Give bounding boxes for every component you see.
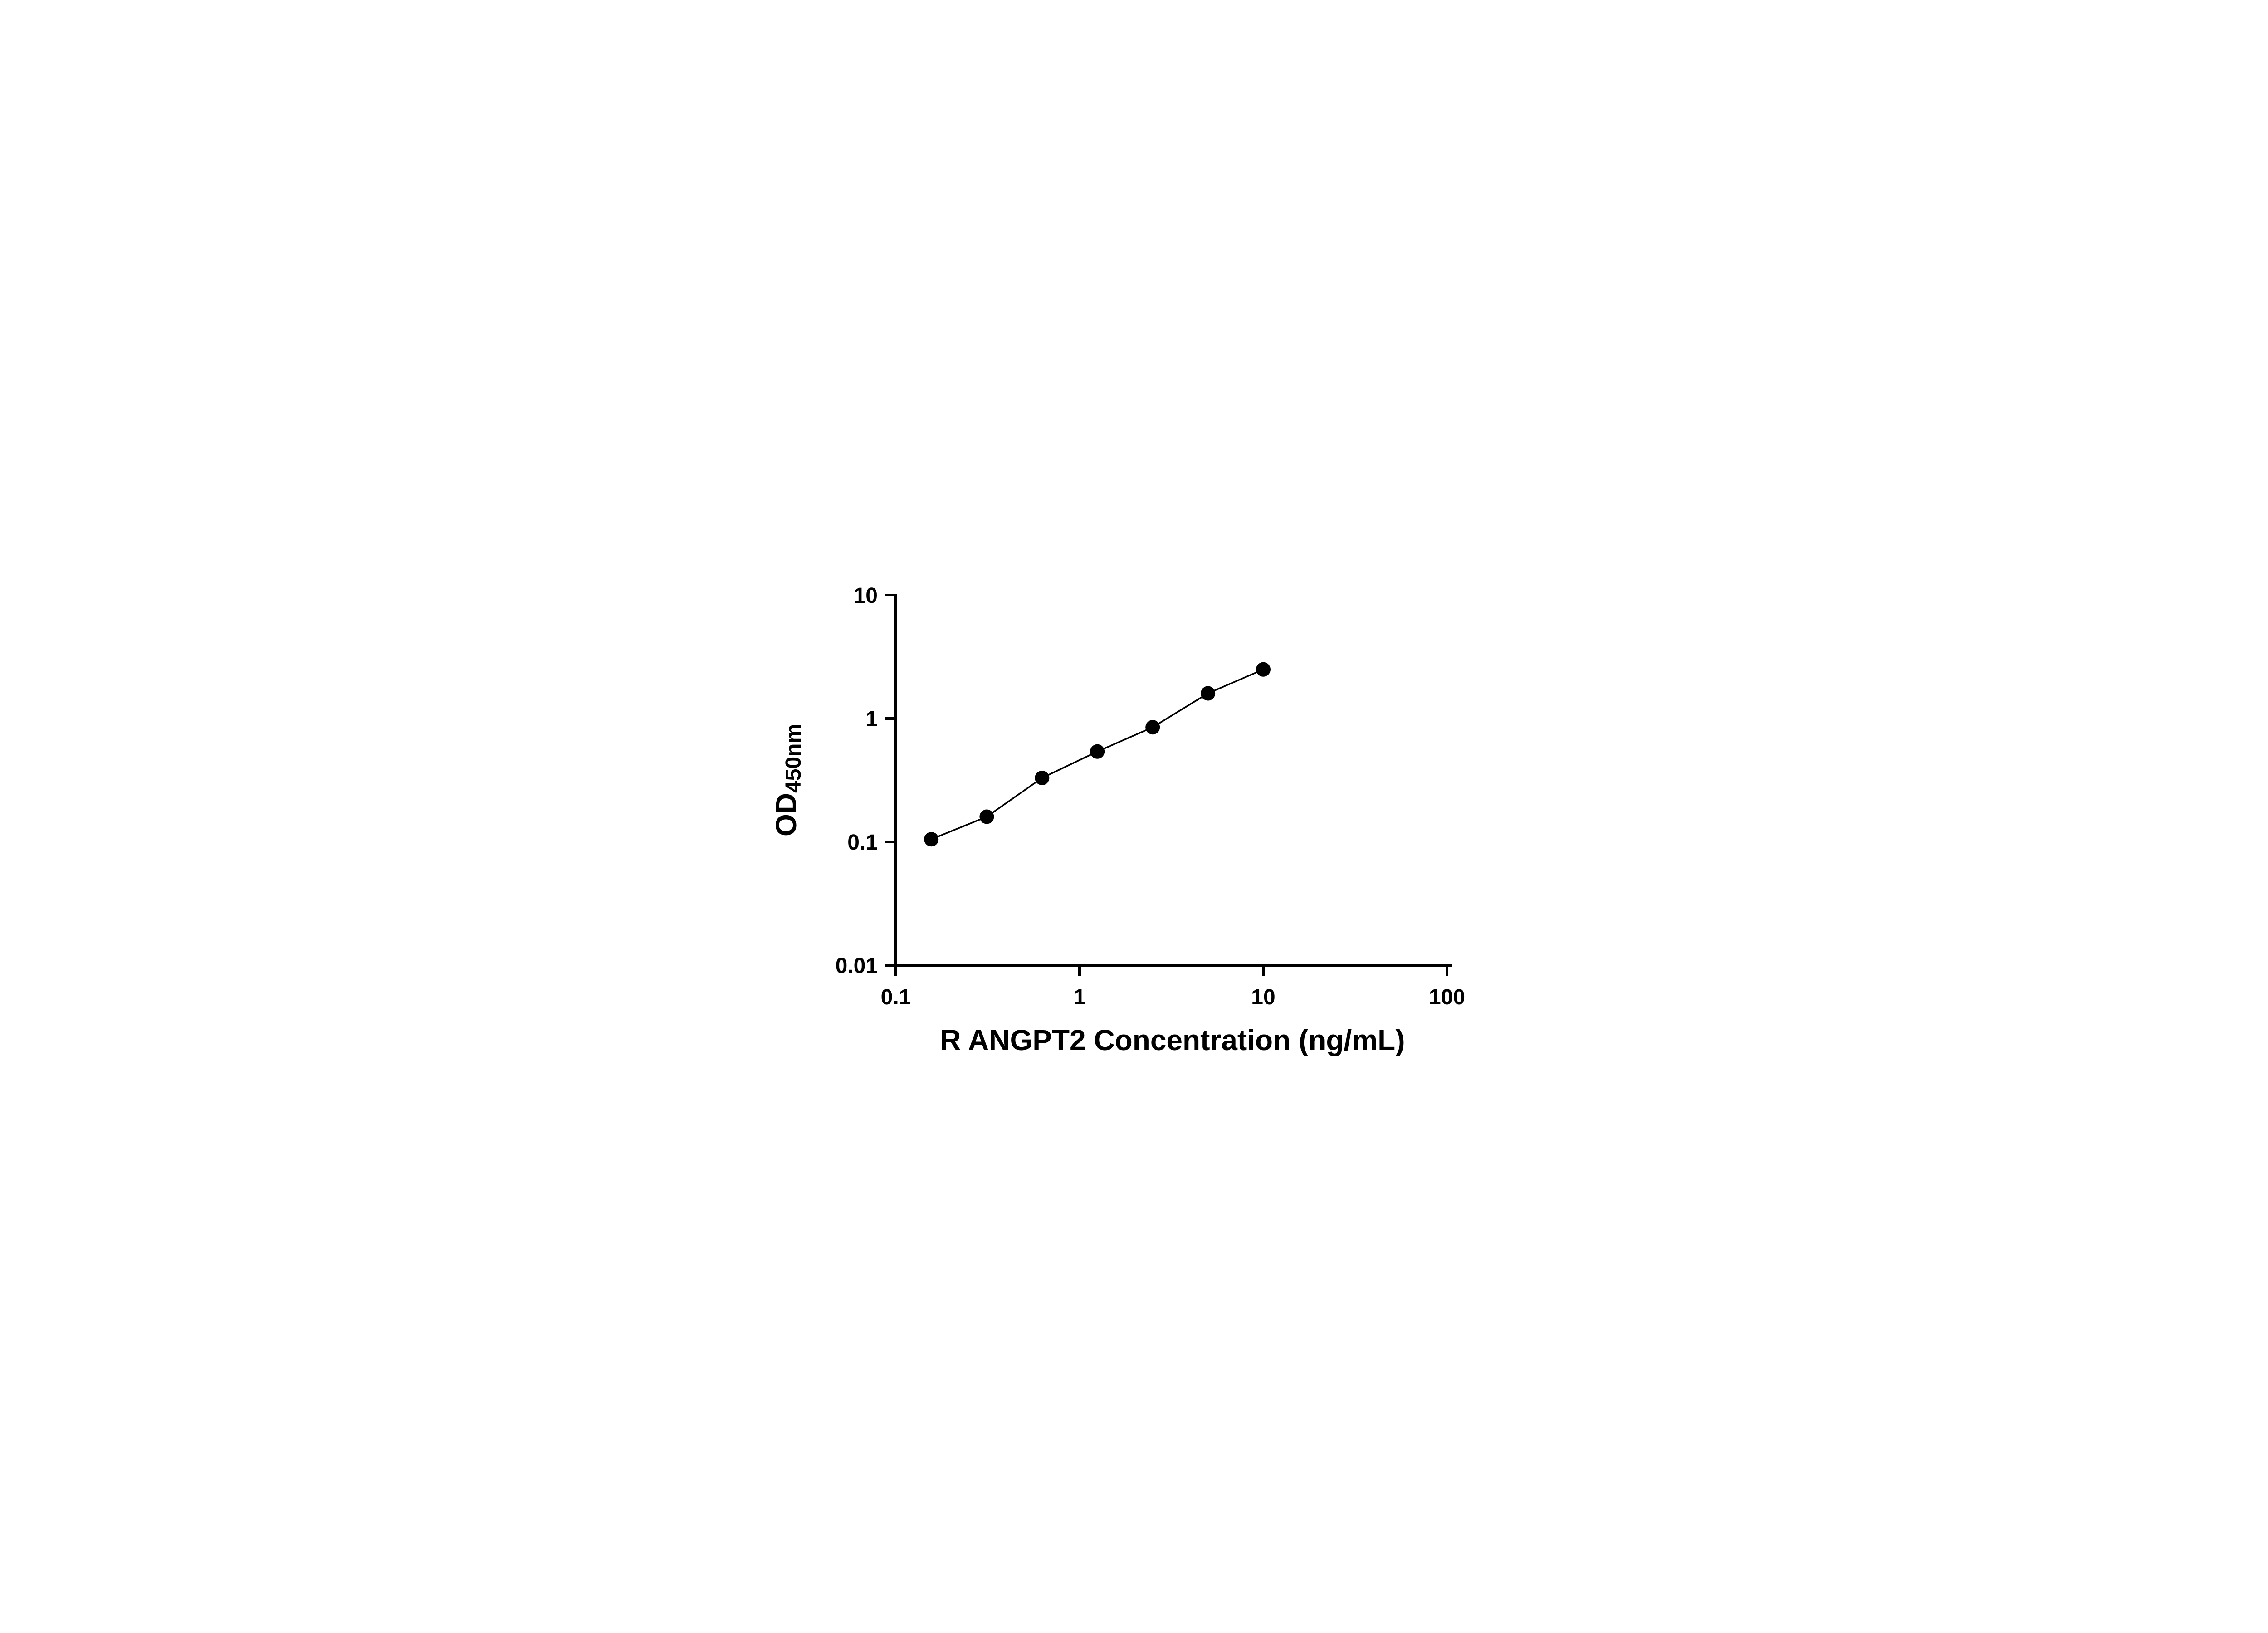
x-axis-title: R ANGPT2 Concentration (ng/mL): [940, 1024, 1405, 1056]
y-axis-title: OD450nm: [770, 724, 806, 836]
standard-curve-chart: 0.1 1 10 100 0.01 0.1 1 10 R ANGPT2 Concentrati…: [746, 544, 1522, 1089]
y-tick-label: 0.01: [836, 954, 878, 978]
data-point: [979, 809, 994, 824]
figure-canvas: 0.1 1 10 100 0.01 0.1 1 10 R ANGPT2 Concentrati…: [746, 544, 1522, 1089]
x-tick-label: 100: [1429, 985, 1465, 1009]
x-tick-label: 0.1: [881, 985, 911, 1009]
axis-spine: [894, 594, 1452, 967]
y-tick-label: 0.1: [847, 831, 878, 855]
data-point: [1145, 720, 1160, 735]
data-point: [924, 832, 939, 847]
data-point: [1201, 686, 1216, 701]
series-layer: [924, 662, 1271, 847]
data-point: [1090, 744, 1105, 759]
x-tick-label: 1: [1074, 985, 1086, 1009]
y-tick-label: 10: [854, 584, 878, 608]
y-axis-title-main: OD: [770, 793, 802, 836]
data-point: [1256, 662, 1271, 677]
data-point: [1035, 771, 1050, 785]
x-tick-label: 10: [1251, 985, 1275, 1009]
y-tick-label: 1: [865, 707, 878, 731]
y-axis-title-subscript: 450nm: [782, 724, 806, 793]
